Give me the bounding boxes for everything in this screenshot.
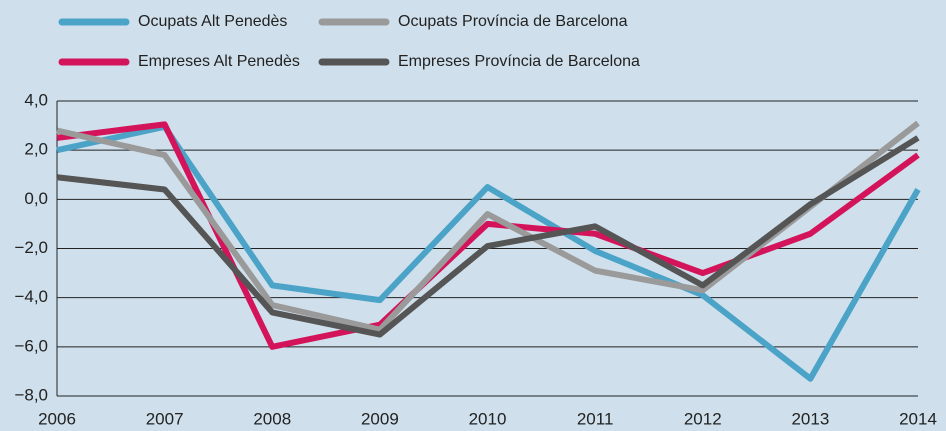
x-tick-label: 2009: [361, 409, 399, 428]
x-tick-label: 2012: [684, 409, 722, 428]
legend-label: Ocupats Província de Barcelona: [398, 13, 628, 30]
legend-label: Ocupats Alt Penedès: [138, 13, 287, 30]
legend-label: Empreses Província de Barcelona: [398, 53, 640, 70]
y-tick-label: −8,0: [14, 385, 48, 404]
y-tick-label: 0,0: [24, 189, 48, 208]
x-tick-label: 2011: [577, 409, 614, 428]
x-tick-label: 2008: [253, 409, 291, 428]
y-tick-label: 2,0: [24, 140, 48, 159]
legend: Ocupats Alt Penedès Empreses Alt Penedès O…: [58, 13, 640, 70]
legend-label: Empreses Alt Penedès: [138, 53, 300, 70]
y-tick-label: −2,0: [14, 238, 48, 257]
series-line: [56, 121, 920, 350]
x-tick-label: 2010: [469, 409, 507, 428]
x-tick-label: 2007: [146, 409, 184, 428]
series-line: [56, 123, 921, 382]
x-tick-label: 2014: [899, 409, 937, 428]
y-tick-label: −4,0: [14, 287, 48, 306]
x-tick-label: 2013: [791, 409, 829, 428]
y-tick-label: −6,0: [14, 336, 48, 355]
series-line: [56, 135, 920, 338]
y-tick-label: 4,0: [24, 90, 48, 109]
x-tick-label: 2006: [38, 409, 76, 428]
